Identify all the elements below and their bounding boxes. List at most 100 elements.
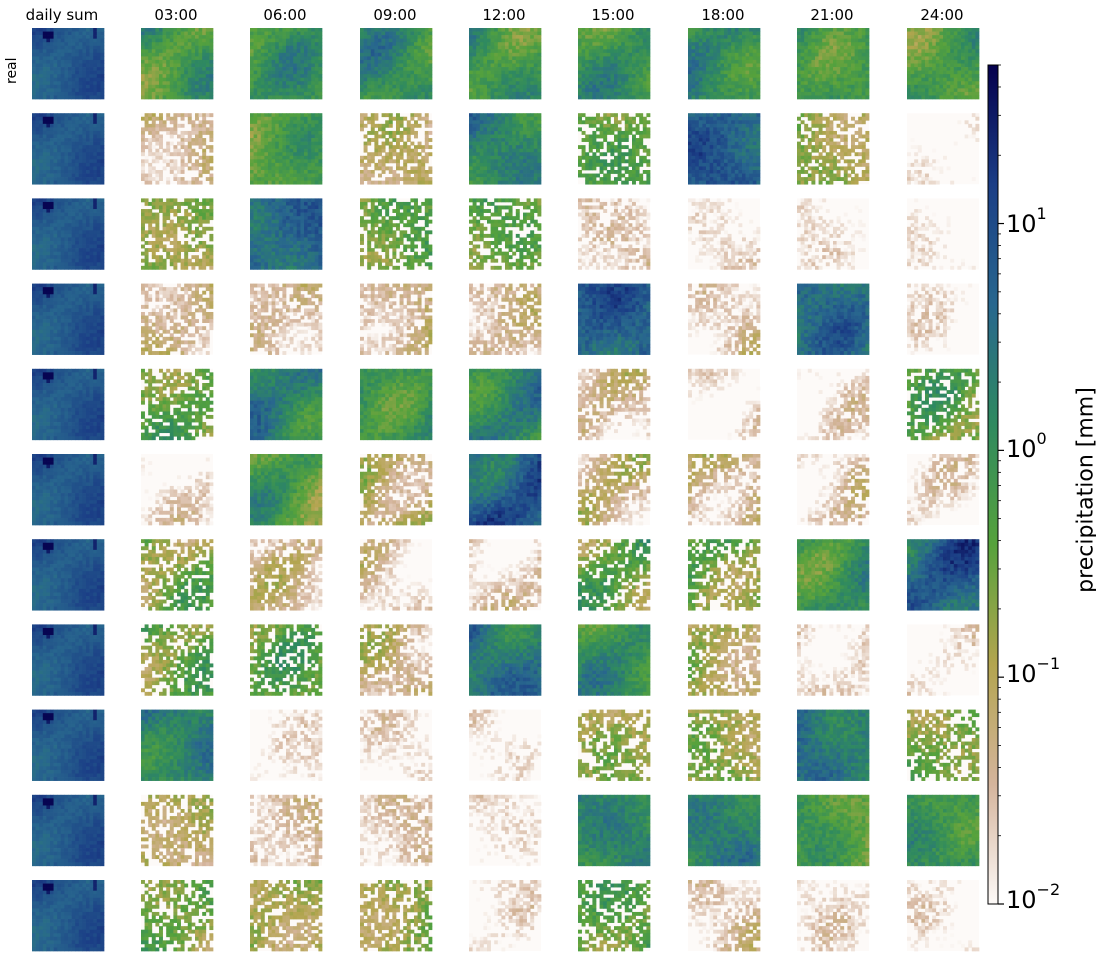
precip-panel [32,454,105,526]
precip-panel [250,113,323,185]
precip-panel [250,794,323,867]
precip-panel [32,794,105,867]
precip-panel [469,794,542,867]
column-title: 09:00 [350,6,440,24]
precip-panel [797,113,870,185]
precip-panel [797,368,870,441]
precip-panel [907,624,980,696]
precip-panel [469,368,542,441]
precip-panel [907,880,980,952]
precip-panel [907,113,980,185]
precip-panel [360,539,433,611]
precip-panel [360,198,433,270]
column-title: 06:00 [240,6,330,24]
precip-panel [688,539,761,611]
precip-panel [469,113,542,185]
precip-panel [469,198,542,270]
precip-panel [360,113,433,185]
precip-panel [32,283,105,355]
precip-panel [250,624,323,696]
precip-panel [688,198,761,270]
precip-panel [32,624,105,696]
precip-panel [578,368,651,441]
precip-panel [360,368,433,441]
precip-panel [907,368,980,441]
column-title: 18:00 [678,6,768,24]
precip-panel [797,880,870,952]
precip-panel [360,624,433,696]
precip-panel [32,113,105,185]
precip-panel [250,880,323,952]
precip-panel [688,283,761,355]
precip-panel [250,368,323,441]
colorbar-tick-label: 100 [1006,429,1047,463]
precip-panel [907,709,980,781]
precip-panel [907,794,980,867]
precip-panel [578,28,651,100]
column-title: 24:00 [897,6,987,24]
precip-panel [469,880,542,952]
precip-panel [797,794,870,867]
precip-panel [578,283,651,355]
colorbar-tick-label: 10−2 [1006,880,1060,914]
precip-panel [360,283,433,355]
precip-panel [578,794,651,867]
precip-panel [907,198,979,270]
colorbar-label: precipitation [mm] [1074,387,1096,593]
precip-panel [469,539,542,611]
precip-panel [797,454,870,526]
precip-panel [688,709,761,781]
precip-panel [688,368,761,441]
precip-panel [360,880,433,952]
precip-panel [141,624,214,696]
precip-panel [32,368,105,441]
colorbar-tick-label: 101 [1006,204,1047,238]
precip-panel [907,283,979,355]
precip-panel [141,283,214,355]
precip-panel [250,539,323,611]
precip-panel [578,880,651,952]
precip-panel [360,794,433,867]
precip-panel [797,624,870,696]
colorbar-gradient [987,64,999,905]
precip-panel [32,880,105,952]
precip-panel [250,709,323,781]
precip-panel [907,454,980,526]
precip-panel [688,880,761,952]
precip-panel [250,454,323,526]
precip-panel [360,709,433,781]
precip-panel [32,539,105,611]
precip-panel [688,113,761,185]
column-title: daily sum [17,6,107,24]
precip-panel [141,794,214,867]
precip-panel [360,454,433,526]
precip-panel [578,709,651,781]
precip-panel [578,113,651,185]
colorbar-tick-label: 10−1 [1006,654,1060,688]
precip-panel [141,454,214,526]
precip-panel [141,28,214,100]
precip-panel [797,709,870,781]
precip-panel [797,539,870,611]
precip-panel [469,709,542,781]
precip-panel [688,624,761,696]
precip-panel [797,283,870,355]
precip-panel [469,454,542,526]
column-title: 12:00 [459,6,549,24]
precip-panel [32,198,105,270]
precip-panel [469,28,542,100]
precip-panel [907,28,980,100]
precip-panel [688,28,761,100]
precip-panel [32,28,105,100]
precip-panel [688,454,761,526]
precip-panel [688,794,761,867]
precip-panel [141,880,214,952]
column-title: 15:00 [568,6,658,24]
precip-panel [141,368,214,441]
precip-panel [907,539,980,611]
precip-panel [32,709,105,781]
precip-panel [469,283,542,355]
